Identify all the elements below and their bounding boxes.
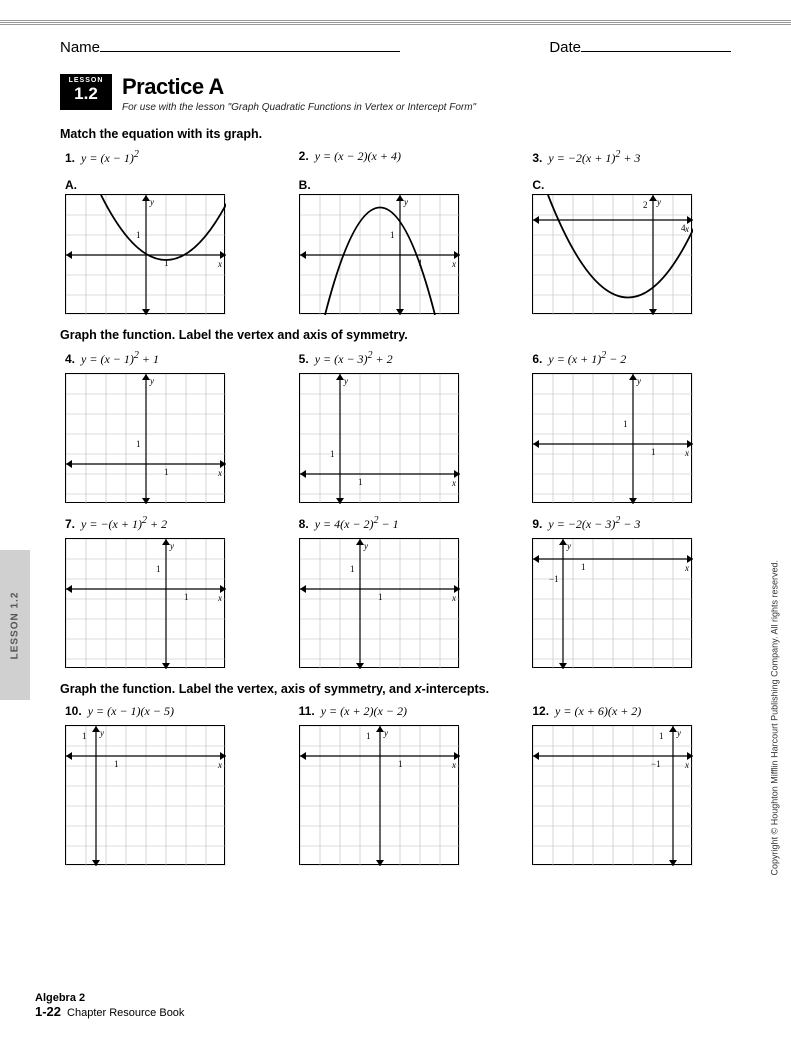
problem-label: 5.y = (x − 3)2 + 2 bbox=[299, 350, 498, 367]
problem-label: 11.y = (x + 2)(x − 2) bbox=[299, 704, 498, 719]
svg-text:x: x bbox=[451, 478, 456, 488]
svg-text:x: x bbox=[217, 259, 222, 269]
date-label: Date bbox=[549, 39, 581, 56]
side-tab: LESSON 1.2 bbox=[0, 550, 30, 700]
blank-grid: y x −1 1 bbox=[532, 725, 692, 865]
graph-grid: yx11 bbox=[65, 194, 225, 314]
name-blank[interactable] bbox=[100, 36, 400, 52]
svg-text:1: 1 bbox=[330, 449, 335, 459]
svg-text:x: x bbox=[684, 760, 689, 770]
svg-text:y: y bbox=[99, 728, 104, 738]
graph-grid: yx42 bbox=[532, 194, 692, 314]
problem-label: 1.y = (x − 1)2 bbox=[65, 149, 264, 166]
problem-label: 9.y = −2(x − 3)2 − 3 bbox=[532, 515, 731, 532]
svg-text:1: 1 bbox=[358, 477, 363, 487]
svg-text:2: 2 bbox=[643, 200, 648, 210]
lesson-badge-top: LESSON bbox=[60, 77, 112, 84]
svg-text:x: x bbox=[451, 760, 456, 770]
svg-text:1: 1 bbox=[156, 564, 161, 574]
svg-text:1: 1 bbox=[82, 731, 87, 741]
footer-book: Algebra 2 bbox=[35, 992, 85, 1004]
blank-grid: y x 1 1 bbox=[65, 373, 225, 503]
svg-text:x: x bbox=[451, 259, 456, 269]
footer-line2: Chapter Resource Book bbox=[67, 1007, 184, 1019]
blank-grid: y x 1 1 bbox=[299, 725, 459, 865]
svg-text:y: y bbox=[636, 376, 641, 386]
lesson-title: Practice A bbox=[122, 74, 476, 100]
problem-label: 7.y = −(x + 1)2 + 2 bbox=[65, 515, 264, 532]
svg-text:1: 1 bbox=[581, 562, 586, 572]
blank-grid: y x 1 1 bbox=[532, 373, 692, 503]
svg-text:4: 4 bbox=[681, 223, 686, 233]
graph-letter: C. bbox=[532, 178, 731, 192]
svg-text:−1: −1 bbox=[651, 759, 661, 769]
blank-grid: y x 1 1 bbox=[65, 538, 225, 668]
problem-label: 10.y = (x − 1)(x − 5) bbox=[65, 704, 264, 719]
svg-text:1: 1 bbox=[114, 759, 119, 769]
graph-letter: B. bbox=[299, 178, 498, 192]
svg-text:1: 1 bbox=[350, 564, 355, 574]
problem-label: 8.y = 4(x − 2)2 − 1 bbox=[299, 515, 498, 532]
copyright: Copyright © Houghton Mifflin Harcourt Pu… bbox=[769, 560, 779, 875]
svg-text:x: x bbox=[217, 593, 222, 603]
section2-heading: Graph the function. Label the vertex and… bbox=[60, 328, 731, 342]
graph-grid: yx11 bbox=[299, 194, 459, 314]
svg-text:x: x bbox=[451, 593, 456, 603]
problem-label: 2.y = (x − 2)(x + 4) bbox=[299, 149, 498, 164]
blank-grid: y x 1 1 bbox=[299, 373, 459, 503]
svg-text:−1: −1 bbox=[549, 574, 559, 584]
svg-text:y: y bbox=[343, 376, 348, 386]
svg-text:y: y bbox=[149, 376, 154, 386]
svg-text:x: x bbox=[217, 760, 222, 770]
section1-heading: Match the equation with its graph. bbox=[60, 127, 731, 141]
svg-text:1: 1 bbox=[164, 467, 169, 477]
svg-text:1: 1 bbox=[623, 419, 628, 429]
problem-label: 4.y = (x − 1)2 + 1 bbox=[65, 350, 264, 367]
name-label: Name bbox=[60, 39, 100, 56]
svg-text:x: x bbox=[217, 468, 222, 478]
lesson-badge-num: 1.2 bbox=[60, 84, 112, 104]
problem-label: 6.y = (x + 1)2 − 2 bbox=[532, 350, 731, 367]
blank-grid: y x 1 1 bbox=[65, 725, 225, 865]
svg-text:y: y bbox=[363, 541, 368, 551]
lesson-badge: LESSON 1.2 bbox=[60, 74, 112, 110]
svg-text:1: 1 bbox=[184, 592, 189, 602]
problem-label: 3.y = −2(x + 1)2 + 3 bbox=[532, 149, 731, 166]
svg-text:y: y bbox=[383, 728, 388, 738]
top-rule bbox=[0, 20, 791, 26]
svg-text:1: 1 bbox=[651, 447, 656, 457]
lesson-subtitle: For use with the lesson "Graph Quadratic… bbox=[122, 102, 476, 113]
header-fields: Name Date bbox=[35, 36, 731, 56]
svg-text:y: y bbox=[566, 541, 571, 551]
svg-text:1: 1 bbox=[136, 230, 141, 240]
svg-text:1: 1 bbox=[136, 439, 141, 449]
footer: Algebra 2 1-22 Chapter Resource Book bbox=[35, 992, 184, 1019]
svg-text:y: y bbox=[169, 541, 174, 551]
footer-page: 1-22 bbox=[35, 1004, 61, 1019]
section3-heading: Graph the function. Label the vertex, ax… bbox=[60, 682, 731, 696]
svg-text:1: 1 bbox=[398, 759, 403, 769]
problem-label: 12.y = (x + 6)(x + 2) bbox=[532, 704, 731, 719]
svg-text:y: y bbox=[656, 197, 661, 207]
svg-text:y: y bbox=[149, 197, 154, 207]
svg-text:x: x bbox=[684, 563, 689, 573]
date-blank[interactable] bbox=[581, 36, 731, 52]
svg-text:y: y bbox=[403, 197, 408, 207]
blank-grid: y x 1 −1 bbox=[532, 538, 692, 668]
svg-text:y: y bbox=[676, 728, 681, 738]
side-tab-text: LESSON 1.2 bbox=[10, 591, 21, 659]
blank-grid: y x 1 1 bbox=[299, 538, 459, 668]
graph-letter: A. bbox=[65, 178, 264, 192]
svg-text:1: 1 bbox=[659, 731, 664, 741]
svg-text:1: 1 bbox=[366, 731, 371, 741]
svg-text:1: 1 bbox=[390, 230, 395, 240]
svg-text:1: 1 bbox=[378, 592, 383, 602]
svg-text:x: x bbox=[684, 448, 689, 458]
